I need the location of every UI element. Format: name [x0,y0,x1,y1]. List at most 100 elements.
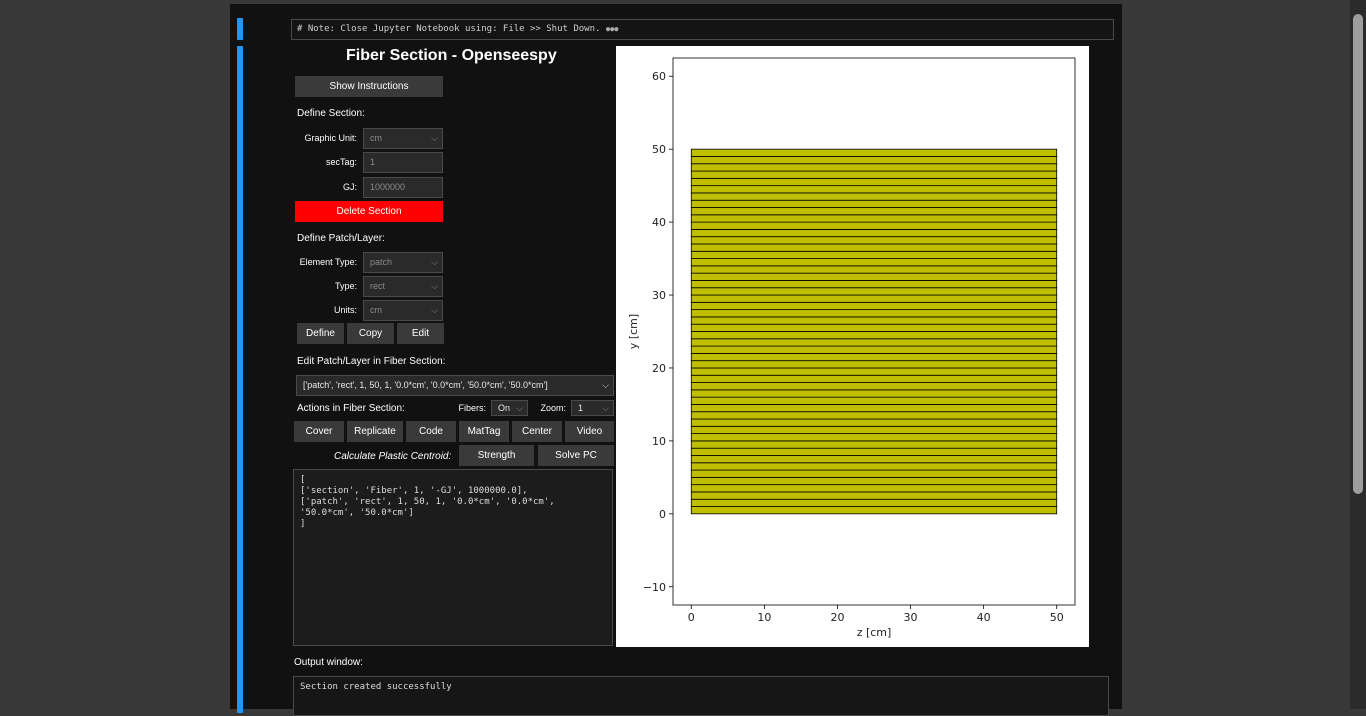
mattag-button[interactable]: MatTag [459,421,509,442]
y-tick-label: 50 [652,143,666,156]
define-section-heading: Define Section: [297,108,365,119]
actions-heading: Actions in Fiber Section: [297,403,405,414]
strength-button[interactable]: Strength [459,445,534,466]
code-textarea[interactable]: [ ['section', 'Fiber', 1, '-GJ', 1000000… [293,469,613,646]
fiber-cell [690,506,1058,515]
fiber-cell [690,462,1058,471]
page-scrollbar[interactable] [1350,0,1366,709]
element-type-value: patch [370,257,393,267]
x-tick-label: 10 [757,611,771,624]
type-value: rect [370,281,386,291]
fiber-cell [690,455,1058,464]
copy-button[interactable]: Copy [347,323,394,344]
chevron-down-icon: ⌵ [431,133,438,143]
fiber-cell [690,236,1058,245]
section-plot: 0 10 20 30 40 50 −10 0 10 20 30 40 50 60 z [cm] y [cm] [616,46,1089,647]
fiber-cell [690,294,1058,303]
x-tick-label: 20 [830,611,844,624]
x-tick-label: 30 [904,611,918,624]
fiber-cell [690,148,1058,157]
graphic-unit-label: Graphic Unit: [304,133,357,143]
output-window-label: Output window: [294,657,363,668]
fiber-cell [690,331,1058,340]
fibers-value: On [498,403,511,413]
fiber-cell [690,309,1058,318]
fiber-cell [690,265,1058,274]
fiber-cell [690,243,1058,252]
fiber-cell [690,345,1058,354]
chevron-down-icon: ⌵ [516,403,523,413]
units-select[interactable]: cm ⌵ [363,300,443,321]
edit-button[interactable]: Edit [397,323,444,344]
output-window: Section created successfully [293,676,1109,716]
note-cell[interactable]: # Note: Close Jupyter Notebook using: Fi… [291,19,1114,40]
show-instructions-button[interactable]: Show Instructions [295,76,443,97]
fiber-cell [690,418,1058,427]
chevron-down-icon: ⌵ [602,403,609,413]
chevron-down-icon: ⌵ [431,281,438,291]
axes-frame [672,57,1076,606]
fiber-cell [690,476,1058,486]
sectag-label: secTag: [325,157,357,167]
note-text: # Note: Close Jupyter Notebook using: Fi… [297,24,601,34]
x-tick-label: 0 [688,611,695,624]
notebook-area: # Note: Close Jupyter Notebook using: Fi… [230,4,1122,716]
chevron-down-icon: ⌵ [602,380,609,390]
fiber-cell [690,360,1058,369]
fiber-cell [690,301,1058,311]
type-select[interactable]: rect ⌵ [363,276,443,297]
fiber-cell [690,192,1058,201]
zoom-value: 1 [578,403,584,413]
fiber-cell [690,185,1058,194]
fibers-label: Fibers: [458,403,486,413]
fiber-cell [690,447,1058,456]
zoom-label: Zoom: [540,403,566,413]
element-type-label: Element Type: [299,257,357,267]
define-patch-heading: Define Patch/Layer: [297,233,385,244]
fiber-cell [690,367,1058,376]
patch-layer-select[interactable]: ['patch', 'rect', 1, 50, 1, '0.0*cm', '0… [296,375,614,396]
fiber-cell [690,382,1058,391]
fiber-cell [690,433,1058,442]
ellipsis-icon[interactable]: ●●● [605,25,619,33]
units-label: Units: [333,305,357,315]
zoom-select[interactable]: 1 ⌵ [571,400,614,416]
fiber-cell [690,287,1058,296]
gj-label: GJ: [342,182,357,192]
fiber-cell [690,221,1058,230]
fiber-cell [690,228,1058,238]
note-cell-indicator [237,18,243,40]
section-plot-svg: 0 10 20 30 40 50 −10 0 10 20 30 40 50 60 z [cm] y [cm] [627,57,1076,639]
center-button[interactable]: Center [512,421,562,442]
fiber-cell [690,338,1058,347]
fiber-cell [690,469,1058,478]
type-label: Type: [334,281,357,291]
fiber-cell [690,498,1058,507]
graphic-unit-select[interactable]: cm ⌵ [363,128,443,149]
fiber-cell [690,272,1058,281]
fiber-cell [690,440,1058,449]
x-tick-label: 50 [1050,611,1064,624]
fiber-cell [690,404,1058,413]
element-type-select[interactable]: patch ⌵ [363,252,443,273]
sectag-input[interactable]: 1 [363,152,443,173]
fiber-cell [690,280,1058,289]
video-button[interactable]: Video [565,421,614,442]
cover-button[interactable]: Cover [294,421,344,442]
solve-pc-button[interactable]: Solve PC [538,445,614,466]
y-tick-label: 10 [652,435,666,448]
graphic-unit-value: cm [370,133,382,143]
y-tick-label: 0 [659,508,666,521]
plastic-centroid-label: Calculate Plastic Centroid: [334,451,452,462]
code-button[interactable]: Code [406,421,456,442]
gj-input[interactable]: 1000000 [363,177,443,198]
replicate-button[interactable]: Replicate [347,421,403,442]
fiber-cell [690,374,1058,383]
y-axis-label: y [cm] [627,314,640,349]
scrollbar-thumb[interactable] [1353,14,1363,494]
define-button[interactable]: Define [297,323,344,344]
fiber-cell [690,491,1058,500]
edit-patch-heading: Edit Patch/Layer in Fiber Section: [297,356,446,367]
delete-section-button[interactable]: Delete Section [295,201,443,222]
fibers-select[interactable]: On ⌵ [491,400,528,416]
